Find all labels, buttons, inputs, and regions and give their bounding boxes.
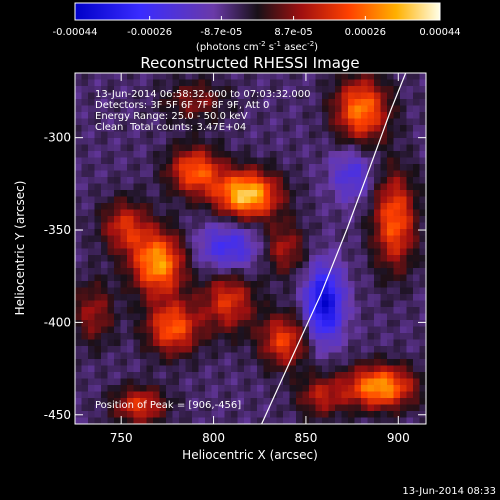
x-tick-label: 750 [110, 431, 133, 445]
axis-ticks: 750 800 850 900 -300 -350 -400 -450 [44, 73, 426, 445]
colorbar-ticks: -0.00044 -0.00026 -8.7e-05 8.7e-05 0.00026 0.… [53, 16, 461, 38]
colorbar-tick-label: 0.00026 [345, 27, 386, 38]
annotation-counts: Total counts: 3.47E+04 [129, 122, 246, 133]
colorbar-tick-label: -0.00026 [127, 27, 172, 38]
colorbar [74, 2, 441, 21]
annotation-detectors: Detectors: 3F 5F 6F 7F 8F 9F, Att 0 [95, 100, 269, 111]
x-tick-label: 850 [294, 431, 317, 445]
x-tick-label: 800 [202, 431, 225, 445]
plot-frame [74, 72, 427, 425]
y-tick-label: -350 [44, 223, 71, 237]
colorbar-tick-label: 0.00044 [419, 27, 460, 38]
colorbar-tick-label: 8.7e-05 [274, 27, 312, 38]
x-tick-label: 900 [387, 431, 410, 445]
colorbar-tick-label: -0.00044 [53, 27, 98, 38]
colorbar-unit-label: (photons cm-2 s-1 asec-2) [196, 40, 318, 53]
heatmap-image [75, 73, 426, 424]
annotation-peak: Position of Peak = [906,-456] [95, 400, 241, 411]
annotation-clean: Clean [95, 122, 123, 133]
colorbar-tick-label: -8.7e-05 [200, 27, 242, 38]
annotation-energy: Energy Range: 25.0 - 50.0 keV [95, 111, 248, 122]
y-axis-label: Heliocentric Y (arcsec) [13, 181, 27, 316]
x-axis-label: Heliocentric X (arcsec) [182, 448, 318, 462]
y-tick-label: -400 [44, 315, 71, 329]
solar-limb-line [261, 73, 407, 424]
annotation-time: 13-Jun-2014 06:58:32.000 to 07:03:32.000 [95, 89, 311, 100]
footer-timestamp: 13-Jun-2014 08:33 [402, 486, 496, 497]
chart-title: Reconstructed RHESSI Image [140, 54, 359, 72]
y-tick-label: -300 [44, 131, 71, 145]
y-tick-label: -450 [44, 408, 71, 422]
